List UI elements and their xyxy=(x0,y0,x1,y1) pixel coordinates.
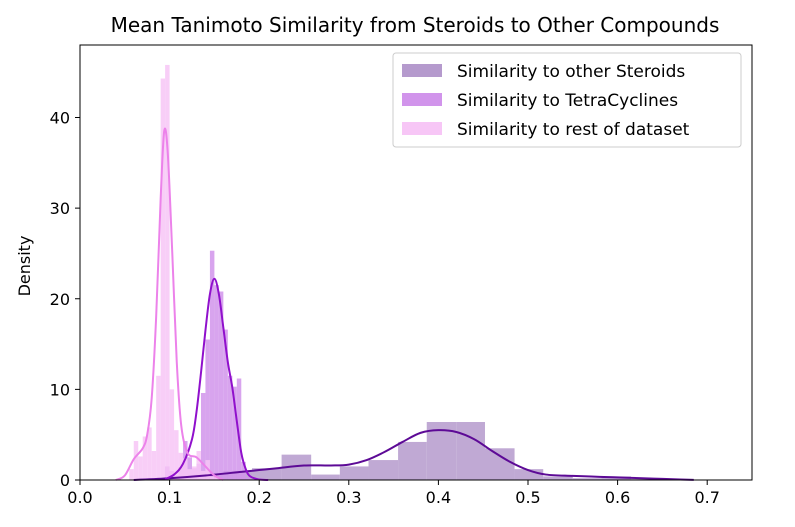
bar-rest-6 xyxy=(156,375,161,480)
legend-swatch-steroids xyxy=(402,64,442,77)
kde-line-tetracyclines xyxy=(164,277,269,481)
bar-tetracyclines-11 xyxy=(214,285,219,480)
x-tick-label-1: 0.1 xyxy=(157,488,182,507)
bar-rest-9 xyxy=(169,389,175,481)
bar-tetracyclines-16 xyxy=(236,378,242,480)
bar-rest-4 xyxy=(147,427,152,480)
legend: Similarity to other Steroids Similarity … xyxy=(392,52,742,148)
x-tick-label-4: 0.4 xyxy=(426,488,451,507)
bar-rest-12 xyxy=(183,458,188,480)
legend-swatch-rest xyxy=(402,122,442,135)
legend-label-rest: Similarity to rest of dataset xyxy=(457,120,690,140)
bar-steroids-10 xyxy=(456,422,485,480)
kde-line-steroids xyxy=(133,429,694,481)
y-tick-label-1: 10 xyxy=(50,380,70,399)
bar-rest-3 xyxy=(142,436,148,480)
bar-tetracyclines-9 xyxy=(205,339,210,480)
bar-steroids-7 xyxy=(368,460,399,480)
bar-rest-0 xyxy=(129,469,134,481)
bar-rest-2 xyxy=(138,456,143,480)
bar-steroids-8 xyxy=(398,441,427,480)
x-tick-label-7: 0.7 xyxy=(694,488,719,507)
bar-rest-19 xyxy=(214,477,219,480)
y-tick-label-4: 40 xyxy=(50,109,70,128)
kde-line-rest xyxy=(115,127,224,481)
bar-steroids-14 xyxy=(572,478,602,480)
y-axis-label: Density xyxy=(15,236,34,297)
y-tick-label-3: 30 xyxy=(50,199,70,218)
x-tick-label-6: 0.6 xyxy=(605,488,630,507)
bar-tetracyclines-18 xyxy=(245,477,251,480)
x-axis: 0.0 0.1 0.2 0.3 0.4 0.5 0.6 0.7 xyxy=(67,480,720,507)
bar-tetracyclines-8 xyxy=(200,393,206,480)
bar-tetracyclines-5 xyxy=(187,457,192,480)
bar-rest-18 xyxy=(209,476,215,481)
bar-rest-8 xyxy=(165,64,170,480)
bar-rest-13 xyxy=(187,469,192,481)
x-tick-label-5: 0.5 xyxy=(515,488,540,507)
bar-rest-15 xyxy=(196,451,201,480)
bar-tetracyclines-13 xyxy=(223,329,228,480)
kde-curves xyxy=(115,127,694,481)
bar-steroids-6 xyxy=(339,466,369,480)
x-tick-label-2: 0.2 xyxy=(246,488,271,507)
bar-rest-5 xyxy=(151,451,157,480)
bar-tetracyclines-10 xyxy=(209,250,215,480)
bar-rest-7 xyxy=(160,78,166,480)
legend-swatch-tetracyclines xyxy=(402,93,442,106)
y-axis: 0 10 20 30 40 xyxy=(50,109,80,490)
bar-rest-10 xyxy=(174,430,179,480)
legend-box xyxy=(392,52,742,148)
plot-area xyxy=(115,64,694,481)
legend-label-steroids: Similarity to other Steroids xyxy=(457,62,685,82)
histogram-bars xyxy=(129,64,690,481)
bar-steroids-5 xyxy=(311,474,340,480)
bar-rest-1 xyxy=(133,441,139,480)
bar-steroids-3 xyxy=(252,468,282,480)
bar-rest-14 xyxy=(192,466,197,480)
bar-steroids-13 xyxy=(543,476,573,481)
bar-steroids-11 xyxy=(484,448,515,480)
y-tick-label-0: 0 xyxy=(60,471,70,490)
bar-tetracyclines-12 xyxy=(218,291,224,480)
chart-title: Mean Tanimoto Similarity from Steroids t… xyxy=(111,13,720,37)
y-tick-label-2: 20 xyxy=(50,290,70,309)
x-tick-label-3: 0.3 xyxy=(336,488,361,507)
x-tick-label-0: 0.0 xyxy=(67,488,92,507)
bar-steroids-12 xyxy=(514,469,544,481)
bar-tetracyclines-15 xyxy=(232,386,237,480)
plot-frame xyxy=(79,44,753,481)
bar-tetracyclines-14 xyxy=(227,375,233,480)
legend-label-tetracyclines: Similarity to TetraCyclines xyxy=(457,91,678,111)
